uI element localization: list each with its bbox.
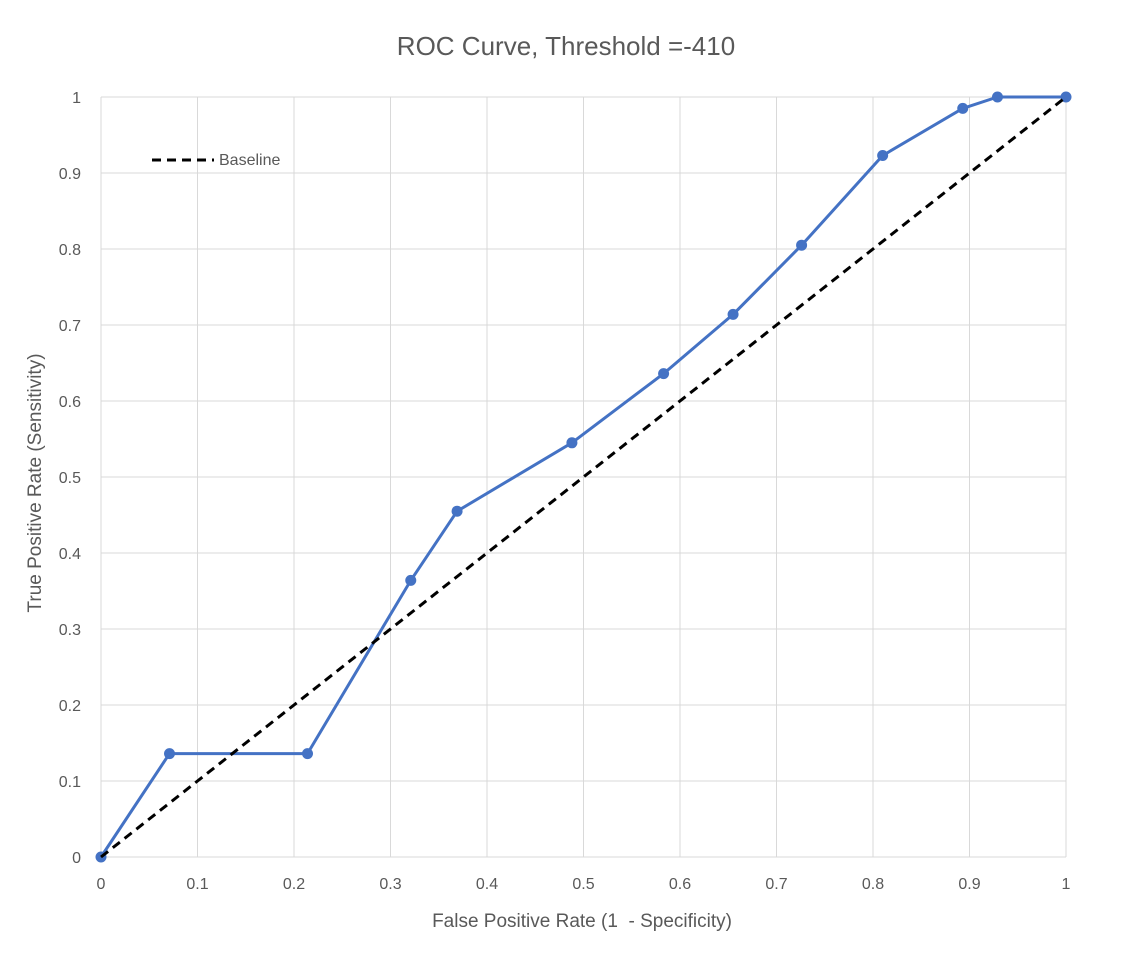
x-tick-label: 0.2 [283, 876, 305, 893]
roc-data-point [658, 368, 670, 380]
x-tick-label: 0.7 [765, 876, 787, 893]
roc-data-point [727, 308, 739, 320]
y-axis-tick-labels: 0 0.1 0.2 0.3 0.4 0.5 0.6 0.7 0.8 0.9 1 [59, 90, 81, 867]
x-tick-label: 0.8 [862, 876, 884, 893]
roc-data-point [991, 91, 1003, 103]
roc-data-point [566, 437, 578, 449]
legend-baseline-label: Baseline [219, 152, 280, 169]
legend[interactable]: Baseline [152, 152, 280, 169]
y-tick-label: 0.9 [59, 166, 81, 183]
y-tick-label: 0.6 [59, 394, 81, 411]
y-tick-label: 0.4 [59, 546, 81, 563]
y-tick-label: 0.8 [59, 242, 81, 259]
y-axis-title: True Positive Rate (Sensitivity) [25, 353, 46, 612]
x-tick-label: 0.5 [572, 876, 594, 893]
y-tick-label: 0.5 [59, 470, 81, 487]
roc-data-point [957, 102, 969, 114]
y-tick-label: 0.1 [59, 774, 81, 791]
x-tick-label: 0.9 [958, 876, 980, 893]
chart-title: ROC Curve, Threshold =-410 [397, 31, 735, 61]
x-tick-label: 0.6 [669, 876, 691, 893]
x-tick-label: 0 [97, 876, 106, 893]
roc-data-point [302, 748, 314, 760]
x-tick-label: 0.4 [476, 876, 498, 893]
y-tick-label: 0.3 [59, 622, 81, 639]
plot-gridlines [100, 96, 1067, 858]
roc-data-point [405, 574, 417, 586]
roc-data-point [451, 505, 463, 517]
y-tick-label: 0 [72, 850, 81, 867]
y-tick-label: 0.7 [59, 318, 81, 335]
series-baseline-line [100, 95, 1067, 859]
x-tick-label: 0.1 [186, 876, 208, 893]
series-layer [95, 91, 1072, 863]
roc-data-point [796, 239, 808, 251]
roc-data-point [877, 150, 889, 162]
roc-data-point [164, 748, 176, 760]
y-tick-label: 0.2 [59, 698, 81, 715]
roc-data-point [1060, 91, 1072, 103]
x-axis-title: False Positive Rate (1 - Specificity) [432, 911, 732, 932]
x-tick-label: 0.3 [379, 876, 401, 893]
x-axis-tick-labels: 0 0.1 0.2 0.3 0.4 0.5 0.6 0.7 0.8 0.9 1 [97, 876, 1071, 893]
y-tick-label: 1 [72, 90, 81, 107]
x-tick-label: 1 [1062, 876, 1071, 893]
